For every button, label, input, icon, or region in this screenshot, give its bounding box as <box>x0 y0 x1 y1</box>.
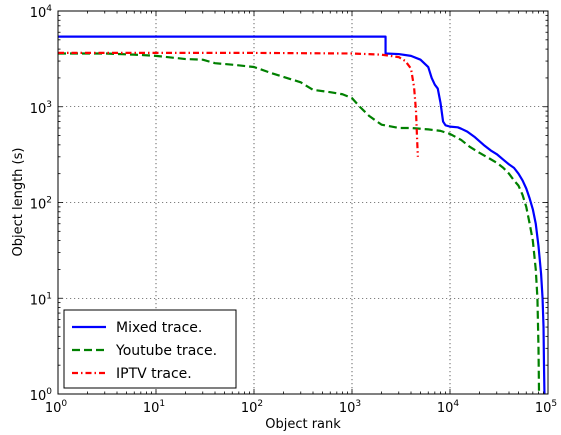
x-tick-label: 101 <box>143 399 165 416</box>
legend-label: Mixed trace. <box>116 320 202 336</box>
x-tick-label: 100 <box>45 399 68 416</box>
x-tick-label: 102 <box>241 399 263 416</box>
y-tick-label: 103 <box>30 100 52 117</box>
axis-ticks <box>57 10 549 395</box>
y-tick-label: 104 <box>30 4 53 21</box>
y-tick-label: 102 <box>30 196 52 213</box>
axis-tick-labels: 100 101 102 103 104 105 100 101 102 103 104 <box>30 4 557 416</box>
series-lines <box>58 35 546 395</box>
legend-label: IPTV trace. <box>116 366 192 382</box>
legend: Mixed trace. Youtube trace. IPTV trace. <box>63 309 237 389</box>
x-tick-label: 104 <box>437 399 460 416</box>
x-tick-label: 103 <box>339 399 361 416</box>
y-axis-label: Object length (s) <box>11 148 26 257</box>
legend-box <box>63 309 237 389</box>
legend-label: Youtube trace. <box>115 343 217 359</box>
series-line-3 <box>58 51 419 157</box>
series-line-1 <box>58 35 546 395</box>
series-line-2 <box>58 52 541 395</box>
x-tick-label: 105 <box>535 399 557 416</box>
y-tick-label: 100 <box>30 387 53 404</box>
x-axis-label: Object rank <box>265 417 341 432</box>
y-tick-label: 101 <box>30 291 52 308</box>
